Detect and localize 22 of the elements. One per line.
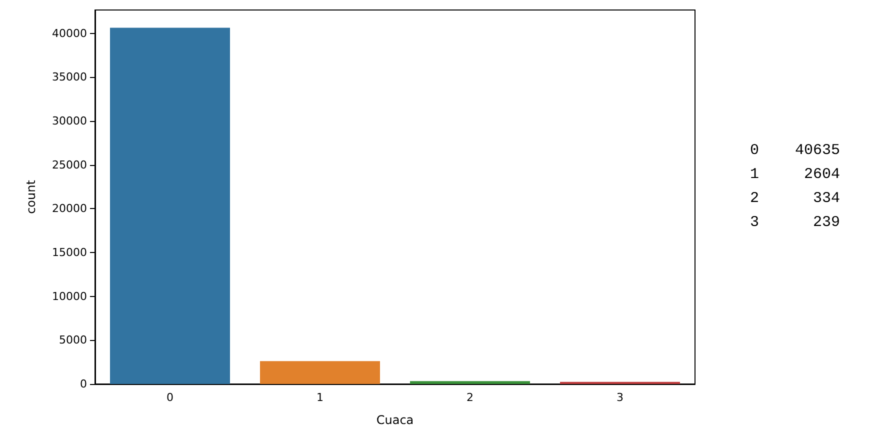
y-tick-label: 35000 [52, 70, 87, 84]
y-tick-label: 20000 [52, 202, 87, 216]
y-tick-label: 10000 [52, 290, 87, 303]
text: 0 40635 [750, 142, 840, 159]
y-tick-label: 5000 [59, 334, 87, 347]
x-tick-label: 0 [166, 391, 174, 404]
bar [110, 28, 230, 384]
text: 1 2604 [750, 166, 840, 183]
x-tick-label: 1 [316, 391, 324, 404]
y-tick-label: 0 [80, 378, 87, 390]
bar [260, 361, 380, 384]
y-axis-title: count [24, 180, 38, 214]
y-tick-label: 40000 [52, 26, 87, 40]
text: 3 239 [750, 214, 840, 231]
y-tick-label: 25000 [52, 158, 87, 172]
y-tick-label: 30000 [52, 114, 87, 128]
text: 2 334 [750, 190, 840, 207]
x-tick-label: 2 [466, 391, 474, 404]
x-tick-label: 3 [616, 391, 624, 404]
y-tick-label: 15000 [52, 246, 87, 260]
bar [410, 381, 530, 384]
x-axis-title: Cuaca [376, 413, 414, 427]
